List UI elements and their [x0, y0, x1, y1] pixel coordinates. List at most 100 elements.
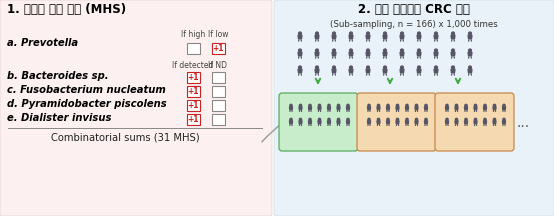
Circle shape — [406, 104, 408, 106]
Bar — [212, 114, 224, 125]
Polygon shape — [445, 107, 449, 109]
Polygon shape — [464, 107, 468, 109]
Circle shape — [299, 66, 301, 69]
Polygon shape — [451, 69, 455, 72]
Circle shape — [469, 32, 471, 35]
Circle shape — [416, 118, 418, 121]
Circle shape — [494, 104, 496, 106]
Circle shape — [347, 104, 349, 106]
Text: If high: If high — [181, 30, 205, 39]
Circle shape — [309, 104, 311, 106]
Circle shape — [328, 104, 330, 106]
Polygon shape — [377, 121, 380, 123]
Circle shape — [418, 49, 420, 52]
Polygon shape — [417, 35, 421, 38]
Circle shape — [316, 49, 319, 52]
Polygon shape — [315, 69, 319, 72]
Bar — [212, 86, 224, 97]
Text: e. Dialister invisus: e. Dialister invisus — [7, 113, 111, 123]
Polygon shape — [332, 35, 336, 38]
Polygon shape — [434, 35, 438, 38]
Circle shape — [332, 49, 335, 52]
Polygon shape — [474, 121, 477, 123]
Polygon shape — [396, 107, 399, 109]
FancyBboxPatch shape — [357, 93, 436, 151]
Text: +1: +1 — [187, 101, 199, 110]
Polygon shape — [415, 107, 418, 109]
FancyBboxPatch shape — [274, 0, 554, 216]
Circle shape — [452, 66, 454, 69]
Polygon shape — [299, 107, 302, 109]
Polygon shape — [318, 107, 321, 109]
Circle shape — [418, 66, 420, 69]
Circle shape — [406, 118, 408, 121]
Circle shape — [401, 49, 403, 52]
Polygon shape — [424, 121, 428, 123]
Polygon shape — [366, 35, 370, 38]
Polygon shape — [367, 121, 371, 123]
Circle shape — [452, 49, 454, 52]
Circle shape — [452, 32, 454, 35]
Circle shape — [319, 104, 321, 106]
Circle shape — [316, 66, 319, 69]
Circle shape — [350, 49, 352, 52]
Polygon shape — [318, 121, 321, 123]
Polygon shape — [468, 35, 472, 38]
Polygon shape — [383, 35, 387, 38]
Polygon shape — [346, 107, 350, 109]
Polygon shape — [415, 121, 418, 123]
Circle shape — [455, 104, 458, 106]
Text: 2. 부트 스트래핑 CRC 환자: 2. 부트 스트래핑 CRC 환자 — [358, 3, 470, 16]
Circle shape — [465, 104, 467, 106]
Circle shape — [401, 66, 403, 69]
Circle shape — [387, 118, 389, 121]
Polygon shape — [349, 35, 353, 38]
Circle shape — [434, 66, 438, 69]
Text: +1: +1 — [212, 44, 224, 53]
Circle shape — [368, 104, 370, 106]
Polygon shape — [434, 52, 438, 55]
Polygon shape — [289, 107, 293, 109]
Circle shape — [474, 118, 476, 121]
Circle shape — [367, 32, 370, 35]
Polygon shape — [424, 107, 428, 109]
Polygon shape — [451, 52, 455, 55]
Circle shape — [350, 66, 352, 69]
Bar — [187, 86, 199, 97]
Polygon shape — [327, 121, 331, 123]
Polygon shape — [332, 52, 336, 55]
Polygon shape — [396, 121, 399, 123]
Polygon shape — [309, 107, 311, 109]
Circle shape — [484, 118, 486, 121]
Polygon shape — [337, 107, 340, 109]
Text: 1. 미생물 위험 점수 (MHS): 1. 미생물 위험 점수 (MHS) — [7, 3, 126, 16]
Text: d. Pyramidobacter piscolens: d. Pyramidobacter piscolens — [7, 99, 167, 109]
Text: +1: +1 — [187, 73, 199, 82]
Circle shape — [368, 118, 370, 121]
Polygon shape — [349, 69, 353, 72]
Polygon shape — [502, 121, 506, 123]
Circle shape — [299, 49, 301, 52]
Polygon shape — [299, 121, 302, 123]
Polygon shape — [434, 69, 438, 72]
Circle shape — [290, 118, 292, 121]
Text: a. Prevotella: a. Prevotella — [7, 38, 78, 48]
Circle shape — [434, 32, 438, 35]
Polygon shape — [387, 121, 389, 123]
Text: If low: If low — [208, 30, 228, 39]
Polygon shape — [400, 52, 404, 55]
Circle shape — [469, 66, 471, 69]
Circle shape — [377, 118, 379, 121]
Polygon shape — [366, 52, 370, 55]
Circle shape — [397, 118, 398, 121]
Circle shape — [494, 118, 496, 121]
Polygon shape — [315, 52, 319, 55]
Polygon shape — [289, 121, 293, 123]
Polygon shape — [502, 107, 506, 109]
Polygon shape — [455, 121, 458, 123]
Text: ...: ... — [516, 116, 529, 130]
Circle shape — [503, 118, 505, 121]
Polygon shape — [366, 69, 370, 72]
Circle shape — [469, 49, 471, 52]
Circle shape — [337, 104, 340, 106]
